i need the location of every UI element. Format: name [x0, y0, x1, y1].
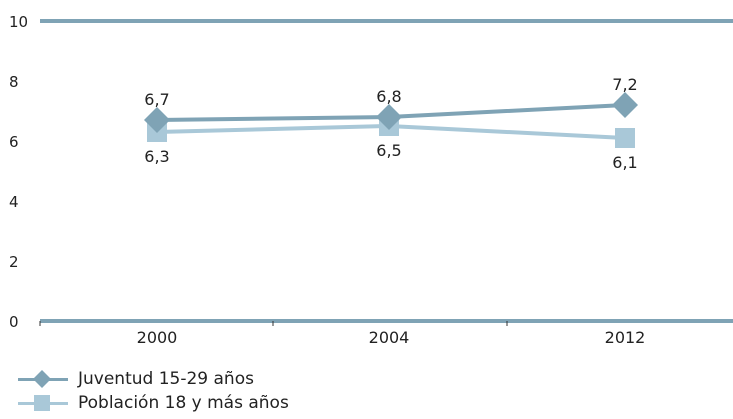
data-point-diamond [612, 92, 638, 118]
diamond-marker-icon [33, 370, 51, 388]
legend-label-juventud: Juventud 15-29 años [78, 369, 254, 389]
data-point-diamond [376, 104, 402, 130]
y-tick-label: 10 [9, 13, 28, 31]
y-tick-label: 6 [9, 133, 19, 151]
data-point-diamond [144, 107, 170, 133]
data-label: 6,7 [144, 90, 169, 109]
y-tick-label: 4 [9, 193, 19, 211]
data-label: 6,3 [144, 147, 169, 166]
y-tick-label: 2 [9, 253, 19, 271]
data-label: 7,2 [612, 75, 637, 94]
x-tick-label: 2012 [605, 328, 646, 347]
line-chart: 0 2 4 6 8 10 2000 2004 2012 6,3 6,5 6,1 6,7 6,8 7,2 [9, 13, 733, 347]
data-point-square [615, 128, 635, 148]
y-tick-label: 8 [9, 73, 19, 91]
data-label: 6,5 [376, 141, 401, 160]
legend-item-juventud: Juventud 15-29 años [18, 368, 338, 392]
square-marker-icon [34, 395, 50, 411]
x-tick-label: 2000 [137, 328, 178, 347]
data-label: 6,1 [612, 153, 637, 172]
legend-item-poblacion: Población 18 y más años [18, 392, 338, 416]
legend-label-poblacion: Población 18 y más años [78, 393, 289, 413]
data-label: 6,8 [376, 87, 401, 106]
x-tick-label: 2004 [369, 328, 410, 347]
legend: Juventud 15-29 años Población 18 y más a… [18, 368, 338, 416]
y-tick-label: 0 [9, 313, 19, 331]
